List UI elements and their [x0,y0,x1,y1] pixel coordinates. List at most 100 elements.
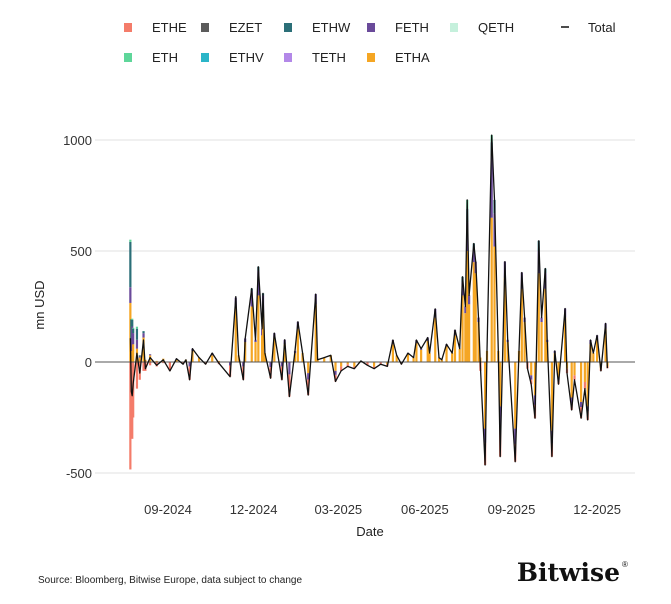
bar-feth [129,287,132,303]
y-tick-label: 500 [70,244,92,259]
bar-etha [406,354,410,362]
bar-etha [293,353,297,362]
bar-etha [464,313,467,362]
legend-swatch-feth [367,23,375,32]
bar-feth [307,373,310,380]
bar-ethe [162,362,165,364]
bar-feth [472,248,475,263]
bar-etha [323,357,326,362]
bar-etha [520,288,523,362]
bar-feth [464,306,467,314]
bar-ethe [340,366,343,371]
bar-ethe [155,362,158,367]
bar-etha [250,306,253,362]
legend-swatch-qeth [450,23,458,32]
bar-ethe [583,381,586,389]
legend-label-teth: TETH [312,50,346,65]
bar-etha [468,304,471,362]
y-tick-label: 0 [85,355,92,370]
bar-feth [142,333,145,338]
bar-etha [477,322,480,362]
legend-label-ezet: EZET [229,20,262,35]
bar-etha [386,362,389,365]
bar-etha [523,322,526,362]
bar-etha [412,357,415,362]
bar-feth [499,406,502,428]
bar-eth [131,318,134,320]
bar-etha [391,344,394,362]
x-axis-ticks: 09-2024 12-2024 03-2025 06-2025 09-2025 12-20… [144,502,621,517]
bar-etha [466,251,469,362]
bar-etha [307,362,310,374]
bar-ethe [149,362,152,366]
bar-etha [395,355,398,362]
bar-etha [155,360,158,362]
bar-feth [540,317,543,323]
bar-etha [461,295,464,362]
y-tick-label: 1000 [63,133,92,148]
total-line [129,134,609,466]
source-note: Source: Bloomberg, Bitwise Europe, data … [38,575,302,586]
bar-etha [283,344,286,362]
x-axis-label: Date [356,524,383,539]
y-tick-label: -500 [66,466,92,481]
bars [129,135,609,470]
bar-ethw [135,328,139,340]
legend-label-feth: FETH [395,20,429,35]
bar-ethw [132,328,135,334]
bar-feth [468,295,471,305]
legend-label-etha: ETHA [395,50,430,65]
gridlines [95,139,635,474]
bar-etha [437,357,441,362]
bar-etha [579,362,583,402]
bar-etha [451,353,454,362]
bar-feth [280,362,283,367]
bar-etha [346,362,349,365]
bar-etha [564,317,567,362]
legend-swatch-ethv [201,53,209,62]
bar-etha [544,288,547,362]
bar-etha [493,246,496,362]
legend-swatch-eth [124,53,132,62]
bar-etha [474,273,477,362]
bar-ethe [366,362,369,366]
x-tick-label: 03-2025 [314,502,362,517]
bar-etha [273,337,276,362]
bar-etha [550,362,554,431]
bar-etha [234,306,237,362]
bar-feth [257,270,260,296]
legend-label-qeth: QETH [478,20,514,35]
bar-etha [445,346,448,362]
bar-feth [188,362,191,367]
bar-etha [261,313,265,362]
bar-etha [557,362,560,378]
bar-etha [514,362,517,429]
bar-eth [129,239,132,242]
bar-etha [434,317,437,362]
bar-etha [296,328,299,362]
bar-ethe [288,374,291,397]
bar-eth [135,326,139,329]
legend-label-ethe: ETHE [152,20,187,35]
bar-feth [334,370,337,375]
bar-etha [458,348,461,362]
legend-label-eth: ETH [152,50,178,65]
legend-swatch-teth [284,53,292,62]
bar-etha [472,262,475,362]
bar-feth [254,339,257,343]
bar-feth [570,397,573,404]
bar-feth [490,155,493,218]
bar-feth [579,401,583,408]
bar-etha [440,359,443,362]
bar-ethw [142,331,145,334]
bar-etha [340,362,343,367]
bar-etha [530,362,533,376]
bar-ethe [135,362,139,389]
bar-etha [537,273,540,362]
bar-etha [420,349,423,362]
bar-etha [503,277,506,362]
bar-feth [530,375,533,380]
x-tick-label: 12-2024 [230,502,278,517]
bar-ethe [372,366,376,369]
